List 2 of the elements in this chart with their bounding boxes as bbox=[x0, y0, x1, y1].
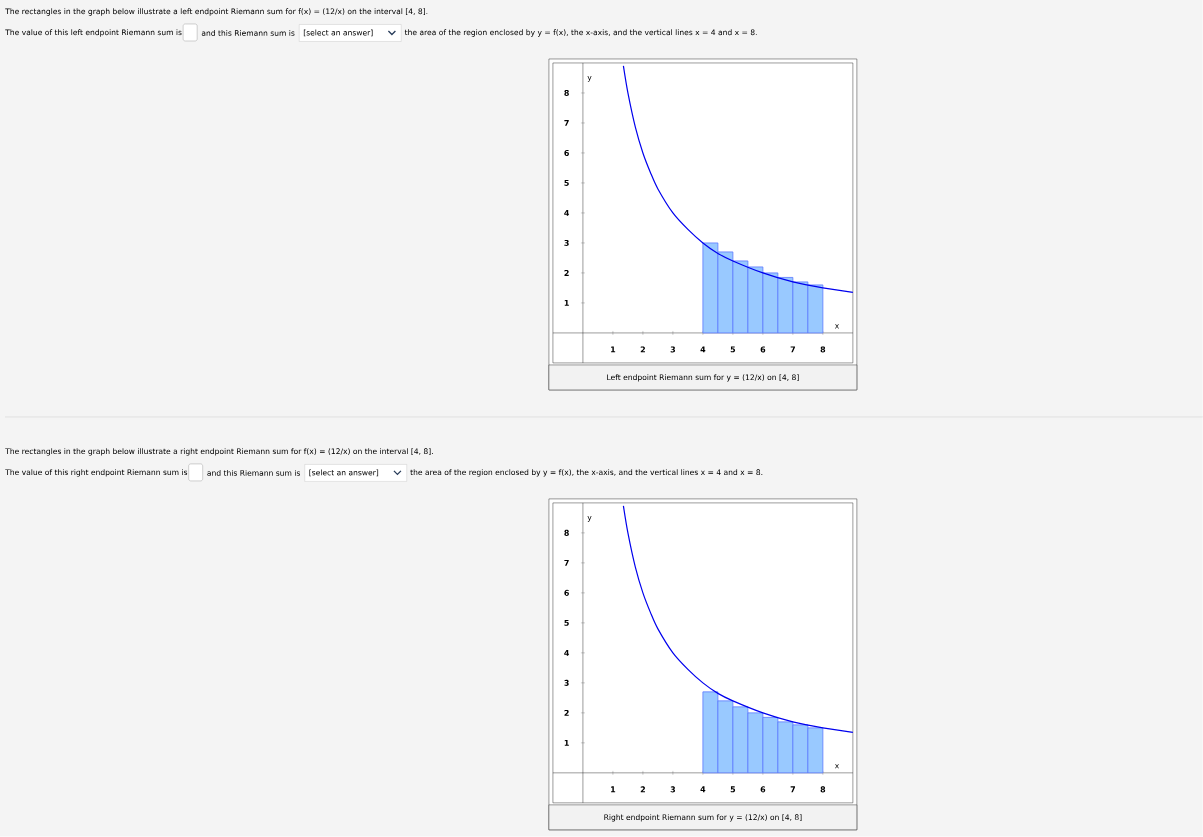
line-series bbox=[622, 505, 854, 734]
line-series bbox=[622, 65, 854, 294]
